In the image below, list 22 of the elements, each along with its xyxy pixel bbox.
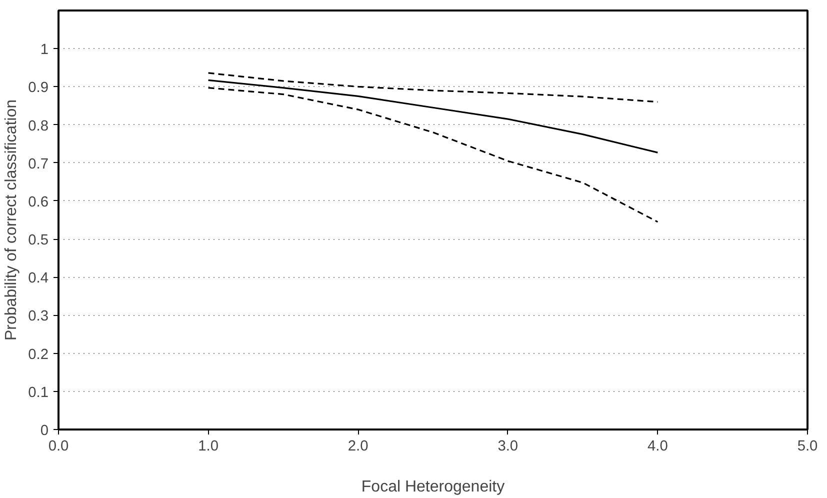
line-series [208, 87, 658, 223]
x-tick-label: 3.0 [498, 438, 518, 454]
y-tick-label: 0 [40, 423, 49, 439]
y-tick-label: 0.4 [28, 270, 48, 287]
y-tick-label: 0.3 [28, 308, 48, 325]
y-tick-label: 1 [40, 42, 49, 58]
x-axis-title: Focal Heterogeneity [361, 478, 505, 496]
x-tick-label: 4.0 [648, 438, 668, 454]
y-tick-label: 0.2 [28, 346, 48, 363]
line-series [208, 79, 658, 154]
x-tick-label: 5.0 [797, 438, 818, 454]
y-tick-label: 0.6 [28, 194, 48, 210]
y-axis-title: Probability of correct classification [3, 100, 20, 340]
y-tick-label: 0.9 [28, 80, 48, 96]
y-tick-label: 0.1 [28, 384, 48, 401]
y-tick-label: 0.8 [28, 118, 48, 134]
line-series [208, 72, 658, 103]
y-tick-label: 0.7 [28, 156, 48, 172]
y-tick-label: 0.5 [28, 232, 48, 249]
x-tick-label: 0.0 [48, 438, 69, 454]
x-tick-label: 1.0 [198, 438, 218, 454]
x-tick-label: 2.0 [348, 438, 368, 454]
